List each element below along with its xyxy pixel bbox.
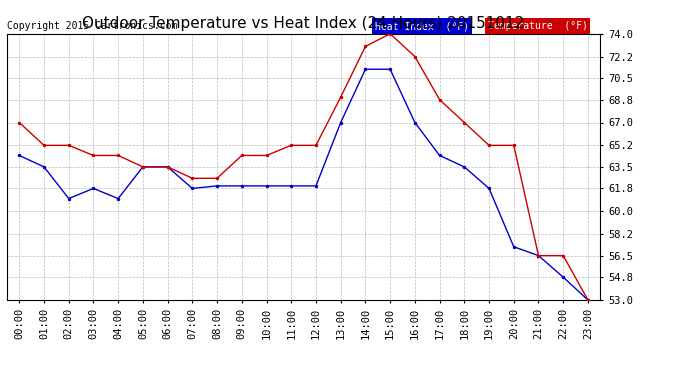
- Title: Outdoor Temperature vs Heat Index (24 Hours) 20151012: Outdoor Temperature vs Heat Index (24 Ho…: [83, 16, 524, 31]
- Text: Temperature  (°F): Temperature (°F): [488, 21, 587, 31]
- Text: Copyright 2015 Cartronics.com: Copyright 2015 Cartronics.com: [7, 21, 177, 31]
- Text: Heat Index  (°F): Heat Index (°F): [375, 21, 469, 31]
